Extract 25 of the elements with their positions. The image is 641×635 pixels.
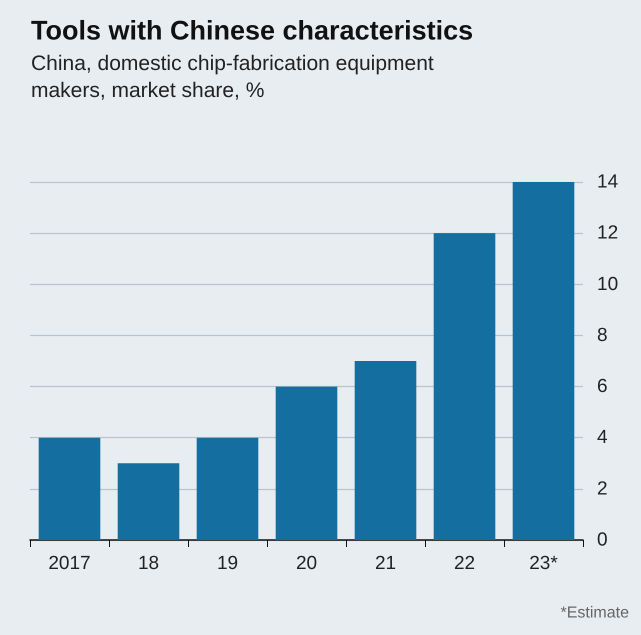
bar [354,361,416,540]
bar [276,386,338,540]
text: *Estimate [560,604,630,622]
y-tick-label: 6 [597,376,608,398]
y-tick-label: 8 [597,324,608,346]
x-tick-label: 19 [216,553,238,574]
chart-title: Tools with Chinese characteristics [31,16,474,46]
x-tick-label: 23* [529,553,558,574]
chart-subtitle: China, domestic chip-fabrication equipment makers, market share, % [31,52,440,102]
y-tick-label: 0 [597,530,608,550]
bar [38,438,100,540]
x-tick-label: 21 [374,553,396,574]
bar [118,463,180,540]
bar [434,233,496,540]
bar [512,182,574,540]
x-tick-label: 2017 [48,553,91,574]
y-tick-label: 10 [597,274,618,295]
y-tick-label: 14 [597,172,619,192]
y-tick-label: 4 [597,427,608,448]
x-tick-label: 22 [454,553,476,574]
x-tick-label: 18 [138,553,160,574]
y-tick-label: 2 [597,478,608,500]
bar [196,438,258,540]
y-tick-label: 12 [597,222,618,244]
x-tick-label: 20 [296,553,318,574]
